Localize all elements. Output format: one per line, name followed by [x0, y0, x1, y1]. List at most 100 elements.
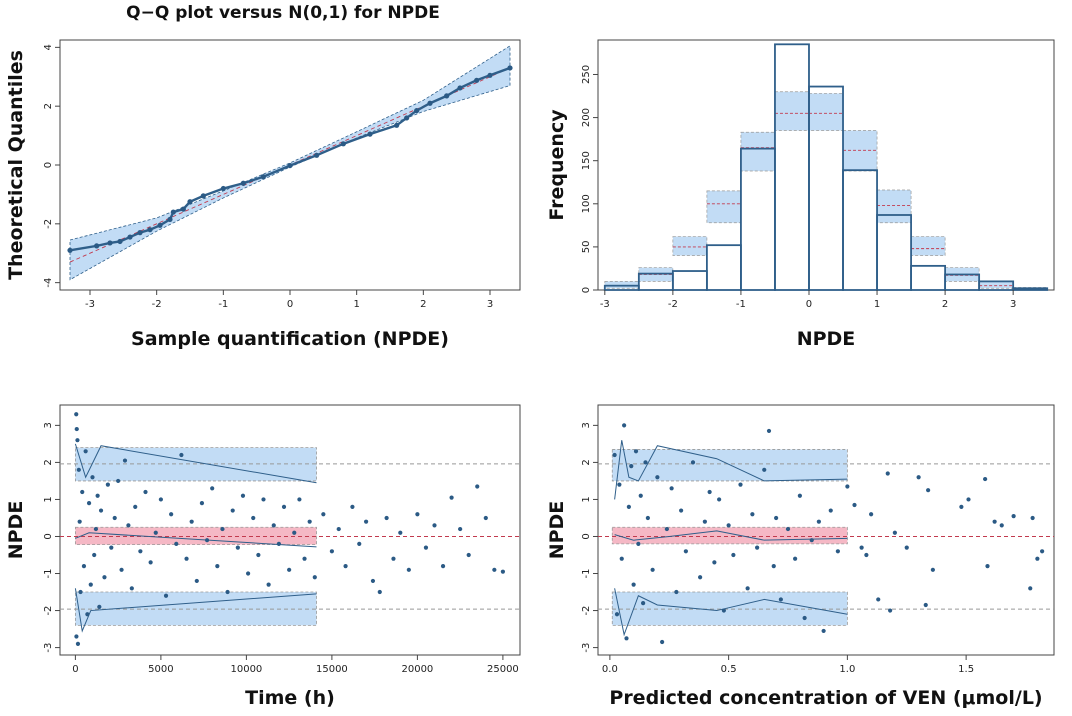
- conc-point: [926, 488, 931, 493]
- conc-median-line: [614, 530, 848, 541]
- time-point: [109, 545, 114, 550]
- qq-panel: Q−Q plot versus N(0,1) for NPDE -3 -2 -1 0 1…: [5, 3, 521, 350]
- time-point: [95, 493, 100, 498]
- y-tick-label: 2: [581, 459, 592, 465]
- conc-point: [702, 519, 707, 524]
- time-point: [74, 634, 79, 639]
- time-point: [75, 641, 81, 646]
- time-point: [336, 526, 341, 532]
- conc-point: [755, 545, 760, 550]
- conc-point: [983, 476, 988, 482]
- conc-point: [869, 512, 874, 517]
- qq-point: [170, 209, 176, 215]
- qq-point: [147, 227, 153, 233]
- conc-point: [645, 515, 650, 521]
- hist-ticks: -3 -2 -1 0 1 2 3 0 50 100 150 200 250: [581, 65, 1016, 310]
- hist-bar: [910, 264, 947, 291]
- conc-point: [959, 504, 964, 509]
- qq-xlabel: Sample quantification (NPDE): [131, 328, 449, 350]
- qq-point: [394, 122, 400, 128]
- qq-point: [167, 216, 173, 223]
- time-point: [276, 541, 281, 546]
- conc-point: [690, 460, 696, 465]
- time-point: [281, 504, 287, 509]
- qq-point: [507, 65, 513, 71]
- conc-point: [923, 602, 928, 608]
- time-point: [179, 452, 184, 458]
- time-point: [230, 508, 235, 513]
- qq-point: [157, 222, 163, 228]
- conc-points: [612, 423, 1045, 645]
- hist-pi-box: [672, 236, 708, 256]
- time-point: [415, 512, 420, 517]
- qq-point: [287, 162, 293, 169]
- conc-point: [624, 636, 629, 641]
- time-point: [122, 458, 128, 463]
- qq-point: [444, 93, 450, 99]
- y-tick-label: -3: [581, 643, 592, 653]
- conc-point: [966, 497, 971, 502]
- y-tick-label: 50: [581, 241, 592, 254]
- time-point: [307, 519, 312, 524]
- x-tick-label: 3: [487, 299, 493, 310]
- time-point: [77, 519, 82, 524]
- hist-bar: [1012, 287, 1049, 291]
- qq-band-area: [69, 45, 511, 281]
- qq-point: [367, 131, 373, 137]
- hist-pi-box: [876, 189, 912, 224]
- conc-point: [885, 471, 890, 476]
- qq-confidence-band: [69, 45, 511, 281]
- time-point: [75, 438, 80, 443]
- time-point: [432, 523, 437, 528]
- time-median-line: [74, 443, 317, 484]
- conc-point: [629, 464, 634, 469]
- qq-ylabel: Theoretical Quantiles: [5, 50, 27, 280]
- time-point: [90, 475, 95, 480]
- qq-point: [404, 115, 410, 121]
- time-point: [449, 495, 454, 500]
- y-tick-label: -2: [43, 219, 54, 229]
- x-tick-label: 0.0: [602, 664, 618, 675]
- conc-ylabel: NPDE: [546, 501, 568, 560]
- time-band-red: [74, 526, 317, 546]
- time-point: [423, 545, 429, 550]
- conc-point: [859, 545, 864, 550]
- hist-prediction-intervals: [604, 91, 1048, 291]
- time-points: [74, 412, 505, 646]
- qq-point: [340, 141, 346, 147]
- time-point: [406, 567, 411, 572]
- conc-point: [845, 484, 850, 489]
- qq-point: [260, 174, 266, 180]
- qq-title: Q−Q plot versus N(0,1) for NPDE: [126, 3, 440, 23]
- time-point: [466, 552, 471, 558]
- x-tick-label: 1: [874, 299, 880, 310]
- conc-point: [892, 530, 897, 535]
- time-point: [363, 519, 369, 524]
- conc-plot-frame: [597, 404, 1055, 656]
- hist-xlabel: NPDE: [797, 328, 856, 350]
- conc-point: [762, 467, 767, 472]
- hist-plot-frame: [597, 39, 1055, 291]
- qq-point: [487, 72, 493, 78]
- time-point: [169, 512, 174, 517]
- time-point: [458, 526, 463, 532]
- time-point: [440, 564, 446, 569]
- y-tick-label: -4: [43, 278, 54, 288]
- x-tick-label: 20000: [401, 664, 433, 675]
- conc-point: [985, 564, 990, 569]
- conc-band-blue: [611, 591, 848, 626]
- conc-panel: 0.0 0.5 1.0 1.5 -3 -2 -1 0 1 2 3 Predicted concent…: [546, 404, 1055, 709]
- x-tick-label: 1: [353, 299, 359, 310]
- x-tick-label: -1: [218, 299, 228, 310]
- x-tick-label: 15000: [316, 664, 348, 675]
- conc-xlabel: Predicted concentration of VEN (μmol/L): [609, 687, 1042, 709]
- y-tick-label: 0: [581, 287, 592, 293]
- hist-pi-box: [706, 190, 742, 224]
- time-point: [297, 497, 302, 502]
- time-point: [384, 515, 389, 521]
- conc-point: [669, 486, 674, 491]
- time-point: [93, 526, 99, 532]
- time-point: [78, 589, 83, 595]
- x-tick-label: -1: [736, 299, 746, 310]
- time-point: [92, 552, 97, 558]
